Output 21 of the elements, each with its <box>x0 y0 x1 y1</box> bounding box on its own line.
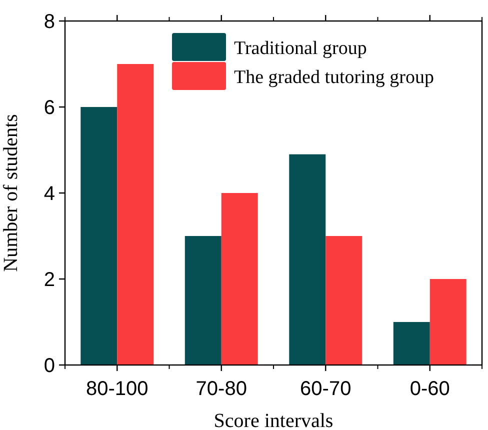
y-tick-label: 2 <box>44 269 55 291</box>
x-tick-label: 70-80 <box>196 378 247 400</box>
y-tick-label: 6 <box>44 97 55 119</box>
y-axis-title: Number of students <box>0 114 22 272</box>
y-tick-label: 0 <box>44 355 55 377</box>
bar <box>80 107 118 365</box>
y-tick-label: 8 <box>44 11 55 33</box>
bar <box>430 279 466 365</box>
legend-label: The graded tutoring group <box>234 67 434 88</box>
bar <box>393 322 430 365</box>
y-tick-label: 4 <box>44 183 55 205</box>
bar <box>221 193 258 365</box>
x-tick-label: 60-70 <box>300 378 352 400</box>
bar <box>326 236 362 365</box>
x-axis-title: Score intervals <box>214 410 334 430</box>
bar <box>289 154 326 365</box>
x-tick-label: 0-60 <box>410 378 450 400</box>
bar <box>117 64 154 365</box>
x-tick-label: 80-100 <box>86 378 148 400</box>
bar <box>184 236 222 365</box>
legend-label: Traditional group <box>234 38 367 59</box>
